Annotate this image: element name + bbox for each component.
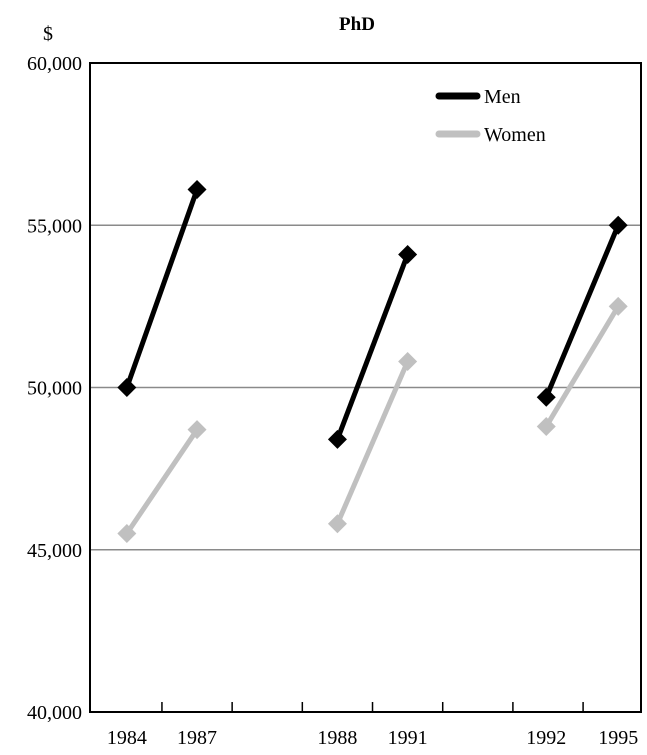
y-tick-label: 50,000 (27, 378, 82, 400)
legend-item-women: Women (435, 124, 546, 146)
series-line-men (124, 188, 200, 389)
data-point-men (117, 378, 137, 397)
chart-title: PhD (339, 14, 375, 35)
x-tick-label: 1991 (388, 727, 428, 749)
data-point-women (117, 524, 137, 544)
data-point-men (398, 244, 418, 264)
y-tick-label: 45,000 (27, 540, 82, 562)
legend: Men Women (435, 86, 546, 146)
legend-label: Women (484, 124, 546, 146)
legend-item-men: Men (435, 86, 521, 108)
x-tick-label: 1987 (177, 727, 217, 749)
series-women (117, 296, 628, 544)
data-point-men (327, 429, 347, 449)
y-axis-unit-label: $ (43, 23, 53, 45)
data-point-women (536, 416, 556, 436)
series-layer (117, 180, 628, 544)
series-line-women (124, 428, 200, 535)
data-point-women (187, 420, 207, 440)
y-tick-label: 40,000 (27, 702, 82, 724)
series-line-women (544, 305, 621, 428)
y-tick-label: 60,000 (27, 53, 82, 75)
y-tick-label: 55,000 (27, 215, 82, 237)
x-tick-label: 1988 (317, 727, 357, 749)
x-axis-tick-labels: 1984 1987 1988 1991 1992 1995 (107, 727, 638, 749)
x-axis-ticks (161, 702, 584, 712)
x-tick-label: 1984 (107, 727, 147, 749)
data-point-women (608, 296, 628, 316)
data-point-men (187, 180, 207, 200)
data-point-women (398, 352, 418, 372)
series-line-women (335, 360, 410, 525)
x-tick-label: 1995 (598, 727, 638, 749)
plot-frame (89, 62, 642, 713)
gridlines (90, 224, 641, 551)
x-tick-label: 1992 (526, 727, 566, 749)
legend-label: Men (484, 86, 521, 108)
data-point-women (327, 514, 347, 534)
series-men (117, 180, 628, 449)
series-line-men (543, 224, 621, 399)
data-point-men (536, 387, 556, 407)
data-point-men (608, 215, 628, 235)
y-axis-tick-labels: 40,000 45,000 50,000 55,000 60,000 (27, 53, 82, 724)
series-line-men (335, 253, 410, 441)
